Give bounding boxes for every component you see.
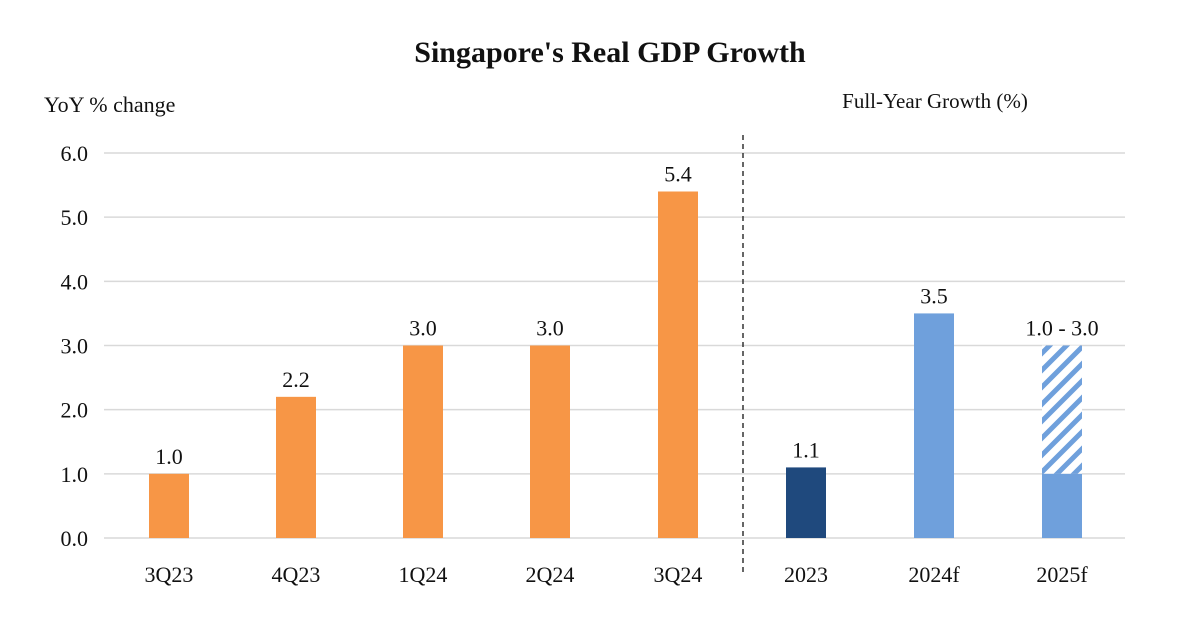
bar bbox=[530, 345, 570, 538]
y-tick-label: 0.0 bbox=[61, 526, 89, 551]
bar bbox=[1042, 473, 1082, 538]
x-tick-label: 3Q23 bbox=[145, 562, 194, 587]
x-tick-label: 4Q23 bbox=[272, 562, 321, 587]
data-label: 3.5 bbox=[920, 283, 948, 308]
y-tick-label: 3.0 bbox=[61, 334, 89, 359]
bar bbox=[149, 473, 189, 538]
y-tick-label: 1.0 bbox=[61, 462, 89, 487]
data-label: 3.0 bbox=[536, 316, 564, 341]
x-tick-label: 3Q24 bbox=[654, 562, 703, 587]
chart-title: Singapore's Real GDP Growth bbox=[414, 36, 806, 69]
bar bbox=[403, 345, 443, 538]
right-panel-label: Full-Year Growth (%) bbox=[842, 89, 1028, 113]
data-label: 5.4 bbox=[664, 162, 692, 187]
data-label: 3.0 bbox=[409, 316, 437, 341]
data-label: 2.2 bbox=[282, 367, 310, 392]
y-tick-label: 5.0 bbox=[61, 205, 89, 230]
x-tick-label: 2023 bbox=[784, 562, 828, 587]
x-tick-label: 2024f bbox=[908, 562, 960, 587]
data-label: 1.1 bbox=[792, 437, 820, 462]
y-tick-label: 4.0 bbox=[61, 269, 89, 294]
bar bbox=[658, 191, 698, 538]
x-tick-label: 2025f bbox=[1036, 562, 1088, 587]
bar bbox=[914, 313, 954, 538]
bar bbox=[276, 396, 316, 538]
bar bbox=[786, 467, 826, 538]
data-label: 1.0 bbox=[155, 444, 183, 469]
bar-range-hatched bbox=[1042, 345, 1082, 474]
x-tick-label: 1Q24 bbox=[399, 562, 448, 587]
y-tick-label: 6.0 bbox=[61, 141, 89, 166]
y-axis-label: YoY % change bbox=[44, 92, 175, 117]
data-label: 1.0 - 3.0 bbox=[1025, 316, 1098, 341]
x-tick-label: 2Q24 bbox=[526, 562, 575, 587]
y-tick-label: 2.0 bbox=[61, 398, 89, 423]
